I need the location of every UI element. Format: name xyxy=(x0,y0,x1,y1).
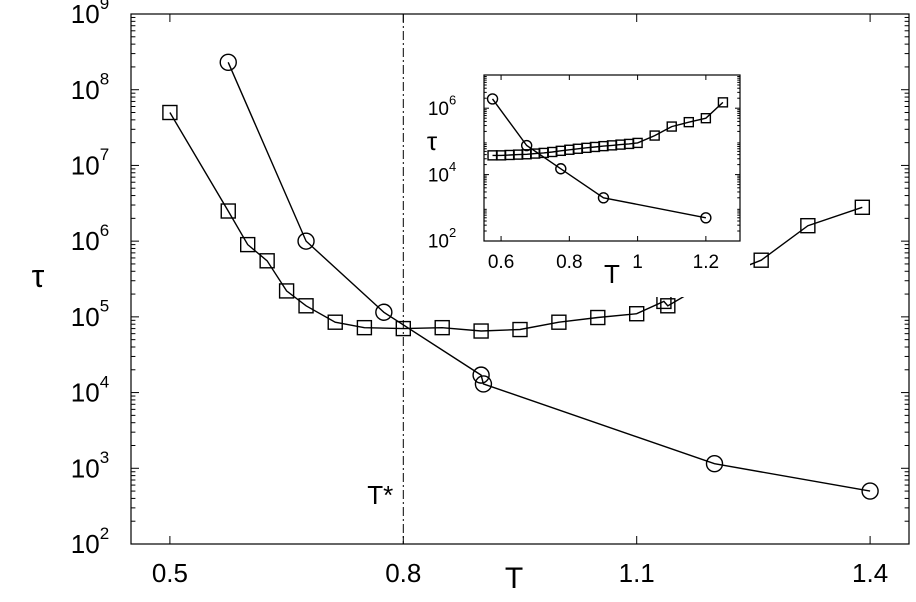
main-plot: 0.5 0.8 1.1 1.4 102 103 104 105 106 107 108 109 T* Tτ xyxy=(32,0,910,595)
main-circle-marker xyxy=(861,482,879,500)
main-square-marker xyxy=(473,323,489,339)
main-circle-marker xyxy=(474,375,493,393)
main-square-marker xyxy=(259,253,275,269)
main-square-marker xyxy=(278,283,295,299)
main-square-marker xyxy=(356,319,373,336)
main-square-marker xyxy=(162,104,178,121)
inset-circle-marker xyxy=(700,212,712,224)
main-circle-marker xyxy=(472,366,490,384)
main-square-marker xyxy=(220,203,236,219)
inset-circle-marker xyxy=(486,93,499,105)
main-y-tick-label: 102 xyxy=(71,524,109,559)
main-square-marker xyxy=(590,309,606,326)
inset-plot: 0.6 0.8 1 1.2 102 104 106 Tτ xyxy=(426,69,750,297)
inset-x-tick-label: 0.8 xyxy=(556,252,582,273)
main-y-tick-label: 107 xyxy=(71,145,109,180)
main-circle-marker xyxy=(219,53,237,72)
main-y-tick-label: 109 xyxy=(71,0,109,29)
main-y-tick-label: 106 xyxy=(71,221,109,256)
main-y-tick-label: 108 xyxy=(71,70,109,105)
main-x-tick-label: 1.4 xyxy=(852,558,888,588)
inset-square-marker xyxy=(683,116,694,128)
main-circle-marker xyxy=(375,303,393,321)
main-x-tick-label: 1.1 xyxy=(619,558,655,588)
inset-circle-marker xyxy=(597,192,610,204)
inset-x-tick-label: 1 xyxy=(632,252,643,273)
main-y-axis-label: τ xyxy=(32,258,45,294)
main-square-marker xyxy=(239,236,256,253)
main-square-marker xyxy=(551,314,567,330)
main-square-marker xyxy=(629,306,645,322)
main-square-marker xyxy=(327,314,343,330)
main-square-marker xyxy=(512,321,528,338)
main-square-marker xyxy=(854,199,871,215)
main-x-axis-label: T xyxy=(505,562,523,595)
main-circle-marker xyxy=(705,454,724,473)
main-circle-marker xyxy=(297,232,315,250)
inset-circle-marker xyxy=(520,139,533,152)
inset-y-tick-label: 106 xyxy=(428,92,456,119)
inset-y-tick-label: 104 xyxy=(428,159,456,186)
inset-circle-marker xyxy=(555,163,567,175)
inset-square-marker xyxy=(700,112,712,124)
inset-y-tick-label: 102 xyxy=(428,225,456,252)
main-square-marker xyxy=(660,298,676,314)
inset-square-marker xyxy=(666,121,677,132)
inset-square-marker xyxy=(632,137,643,149)
inset-series-square-line xyxy=(492,101,724,157)
main-x-tick-label: 0.5 xyxy=(152,558,188,588)
inset-axes-frame xyxy=(483,74,741,242)
main-square-marker xyxy=(753,252,769,268)
main-square-marker xyxy=(298,298,314,314)
inset-square-marker xyxy=(717,97,729,108)
inset-y-axis-label: τ xyxy=(427,126,438,156)
main-series-circle-line xyxy=(227,62,871,492)
inset-x-tick-label: 1.2 xyxy=(693,252,719,273)
main-square-marker xyxy=(434,319,450,336)
inset-series-circle-line xyxy=(491,98,707,219)
inset-background xyxy=(426,69,750,297)
main-y-tick-label: 103 xyxy=(71,448,109,483)
main-axes-frame xyxy=(130,13,910,545)
reference-line-label: T* xyxy=(367,480,393,510)
main-y-tick-label: 105 xyxy=(71,297,109,332)
inset-x-axis-label: T xyxy=(604,259,620,289)
main-square-marker xyxy=(800,217,816,234)
main-y-tick-label: 104 xyxy=(71,372,109,407)
inset-x-tick-label: 0.6 xyxy=(488,252,514,273)
inset-square-marker xyxy=(649,130,660,141)
main-x-tick-label: 0.8 xyxy=(385,558,421,588)
